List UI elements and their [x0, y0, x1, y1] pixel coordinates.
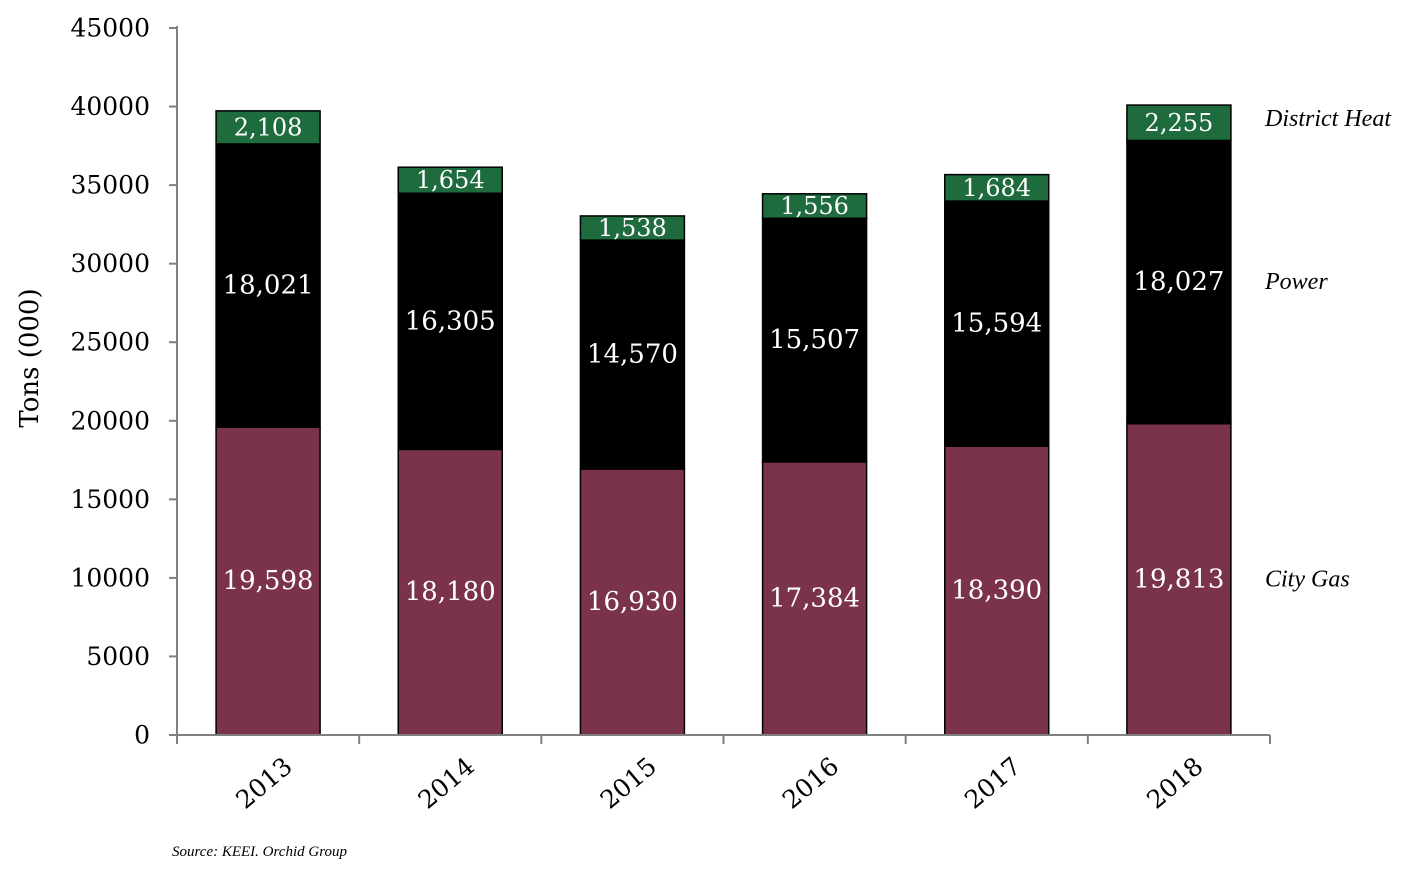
label-city-gas-2017: 18,390	[951, 576, 1042, 606]
y-tick-label-25000: 25000	[70, 328, 150, 357]
x-tick-label-2013: 2013	[230, 751, 297, 814]
y-tick-label-0: 0	[134, 721, 150, 750]
y-tick-label-40000: 40000	[70, 92, 150, 121]
x-tick-label-2014: 2014	[413, 751, 480, 814]
bar-district-heat-2016	[761, 193, 868, 219]
label-district-heat-2018: 2,255	[1145, 109, 1214, 137]
label-city-gas-2018: 19,813	[1133, 564, 1224, 594]
label-power-2016: 15,507	[769, 325, 860, 355]
label-power-2013: 18,021	[223, 271, 314, 301]
x-tick-label-2018: 2018	[1141, 751, 1208, 814]
x-tick-label-2016: 2016	[777, 751, 844, 814]
bar-district-heat-2015	[579, 215, 686, 241]
y-tick-label-35000: 35000	[70, 171, 150, 200]
axes-layer	[169, 26, 1271, 744]
label-power-2017: 15,594	[951, 309, 1042, 339]
legend-power: Power	[1264, 269, 1328, 295]
label-city-gas-2015: 16,930	[587, 587, 678, 617]
label-district-heat-2013: 2,108	[234, 113, 303, 141]
bar-district-heat-2017	[944, 173, 1050, 202]
segment-labels-layer: 19,598 18,021 2,108 18,180 16,305 1,654 16,930…	[223, 109, 1225, 617]
bar-power-2018	[1126, 139, 1232, 425]
label-city-gas-2013: 19,598	[223, 566, 314, 596]
bar-power-2015	[579, 239, 686, 470]
y-axis-label: Tons (000)	[15, 288, 45, 427]
y-tick-label-10000: 10000	[70, 563, 150, 592]
label-city-gas-2016: 17,384	[769, 583, 860, 613]
x-tick-label-2017: 2017	[959, 751, 1026, 814]
bar-city-gas-2016	[761, 461, 868, 736]
y-tick-label-5000: 5000	[86, 642, 150, 671]
y-tick-label-20000: 20000	[70, 406, 150, 435]
source-note: Source: KEEI. Orchid Group	[172, 844, 347, 860]
legend-district-heat: District Heat	[1264, 106, 1392, 132]
bar-city-gas-2018	[1126, 422, 1232, 736]
label-city-gas-2014: 18,180	[405, 577, 496, 607]
bar-power-2014	[397, 192, 503, 451]
bar-city-gas-2017	[944, 445, 1050, 736]
bar-district-heat-2014	[397, 166, 503, 194]
label-district-heat-2015: 1,538	[598, 214, 667, 242]
legend-city-gas: City Gas	[1265, 566, 1350, 592]
y-tick-label-45000: 45000	[70, 14, 150, 43]
bar-power-2013	[215, 143, 321, 428]
x-tick-label-2015: 2015	[595, 751, 662, 814]
bar-power-2016	[761, 217, 868, 463]
y-tick-labels: 0 5000 10000 15000 20000 25000 30000 35000 40000…	[70, 14, 150, 750]
label-district-heat-2017: 1,684	[962, 174, 1031, 202]
label-power-2018: 18,027	[1133, 267, 1224, 297]
x-tick-labels: 2013 2014 2015 2016 2017 2018	[230, 751, 1208, 814]
label-power-2014: 16,305	[405, 306, 496, 336]
bar-district-heat-2013	[215, 110, 321, 145]
bar-district-heat-2018	[1126, 104, 1232, 142]
label-power-2015: 14,570	[587, 340, 678, 370]
bar-city-gas-2013	[215, 426, 321, 736]
bars-layer	[215, 104, 1232, 736]
label-district-heat-2014: 1,654	[416, 166, 485, 194]
y-tick-label-15000: 15000	[70, 485, 150, 514]
legend: City Gas Power District Heat	[1264, 106, 1392, 593]
bar-city-gas-2014	[397, 448, 503, 736]
label-district-heat-2016: 1,556	[780, 192, 849, 220]
y-tick-label-30000: 30000	[70, 249, 150, 278]
